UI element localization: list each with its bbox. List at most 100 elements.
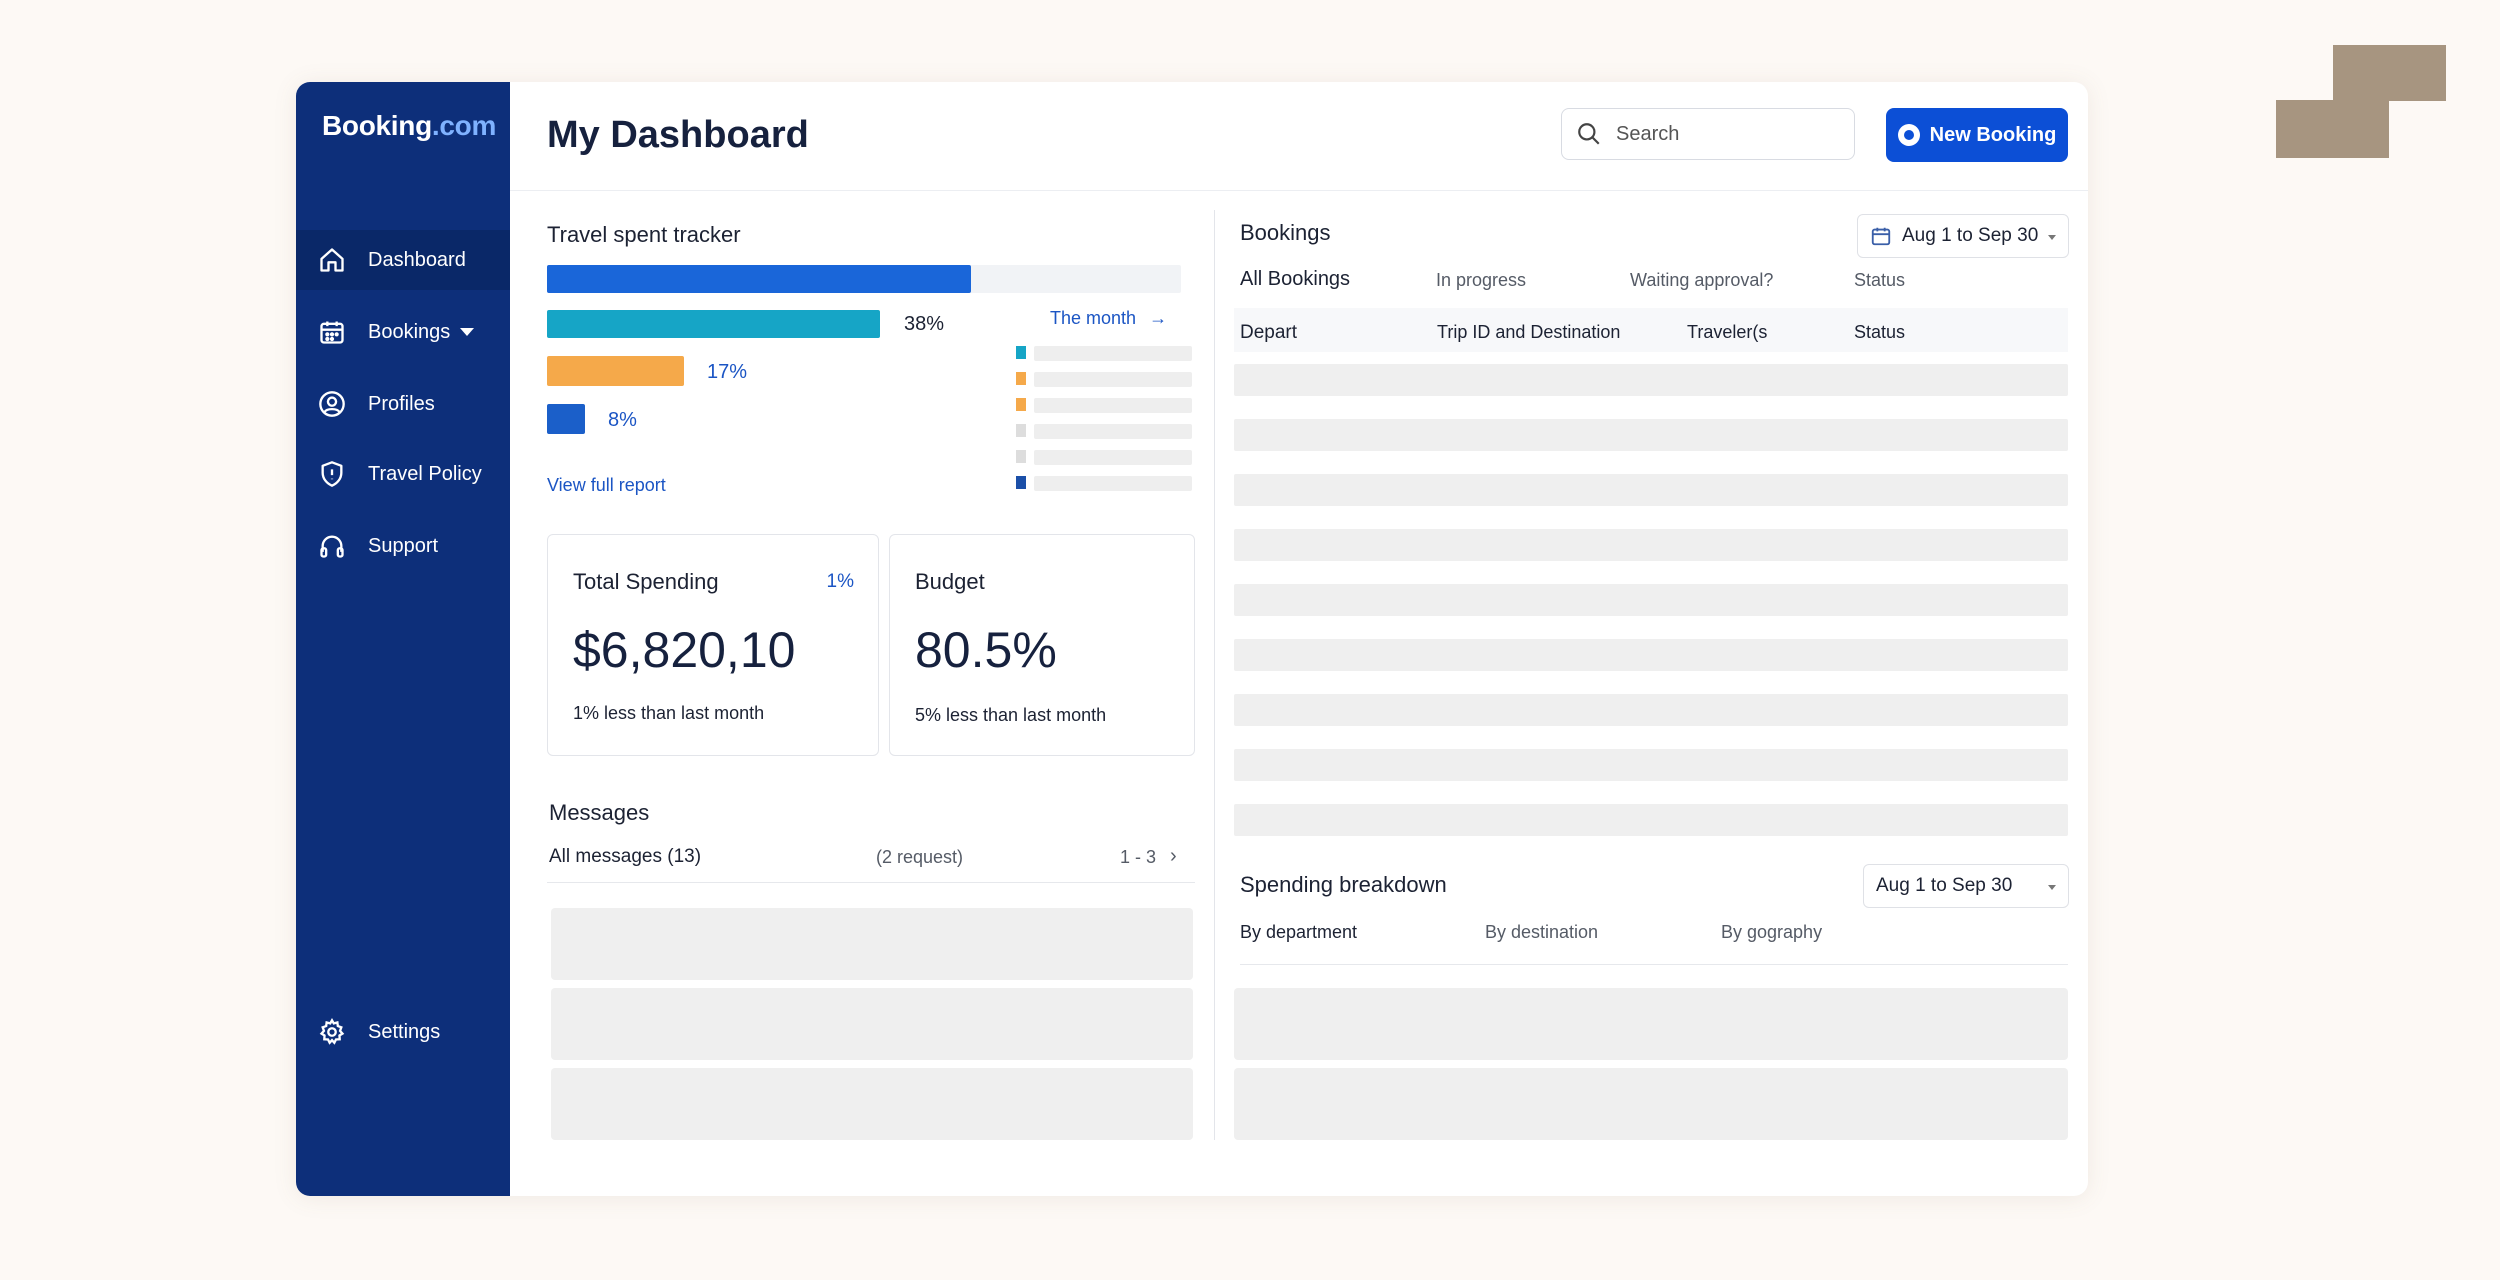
shield-icon bbox=[321, 461, 343, 487]
table-row[interactable] bbox=[1234, 639, 2068, 671]
column-header-travelers[interactable]: Traveler(s bbox=[1687, 322, 1768, 342]
tab-in-progress[interactable]: In progress bbox=[1436, 270, 1527, 290]
chevron-down-icon bbox=[2048, 235, 2056, 240]
table-row[interactable] bbox=[1234, 364, 2068, 396]
sidebar-item-profiles[interactable]: Profiles bbox=[296, 374, 510, 434]
tab-by-destination[interactable]: By destination bbox=[1485, 922, 1599, 942]
spending-breakdown-title: Spending breakdown bbox=[1240, 872, 1447, 897]
sidebar-item-label: Travel Policy bbox=[368, 462, 482, 485]
bookings-date-range-select[interactable]: Aug 1 to Sep 30 bbox=[1857, 214, 2069, 258]
calendar-icon bbox=[1871, 227, 1891, 246]
view-full-report-link[interactable]: View full report bbox=[547, 475, 666, 495]
tracker-bar-3 bbox=[547, 356, 684, 386]
column-divider bbox=[1214, 210, 1215, 1140]
tracker-bar-1 bbox=[547, 265, 971, 293]
total-spending-card: Total Spending 1% $6,820,10 1% less than… bbox=[547, 534, 879, 756]
total-spending-value: $6,820,10 bbox=[573, 622, 796, 678]
legend-swatch bbox=[1016, 476, 1026, 489]
table-row[interactable] bbox=[1234, 749, 2068, 781]
column-header-trip[interactable]: Trip ID and Destination bbox=[1437, 322, 1621, 342]
sidebar-item-dashboard[interactable]: Dashboard bbox=[296, 230, 510, 290]
gear-icon bbox=[319, 1018, 345, 1045]
total-spending-title: Total Spending bbox=[573, 569, 719, 594]
spending-placeholder bbox=[1234, 988, 2068, 1060]
sidebar-item-travel-policy[interactable]: Travel Policy bbox=[296, 444, 510, 504]
legend-line bbox=[1034, 346, 1192, 361]
legend-swatch bbox=[1016, 398, 1026, 411]
sidebar-item-label: Profiles bbox=[368, 392, 435, 415]
table-row[interactable] bbox=[1234, 584, 2068, 616]
bookings-date-range: Aug 1 to Sep 30 bbox=[1902, 225, 2039, 246]
tab-waiting-approval[interactable]: Waiting approval? bbox=[1630, 270, 1774, 290]
arrow-right-icon: → bbox=[1149, 308, 1168, 328]
dashboard-window: Booking.com Dashboard Bookings Profiles … bbox=[296, 82, 2088, 1196]
home-icon bbox=[320, 248, 344, 272]
sidebar: Booking.com Dashboard Bookings Profiles … bbox=[296, 82, 510, 1196]
page-title: My Dashboard bbox=[547, 114, 809, 156]
legend-swatch bbox=[1016, 346, 1026, 359]
tracker-bar-4 bbox=[547, 404, 585, 434]
chevron-down-icon[interactable] bbox=[460, 328, 475, 336]
search-input[interactable] bbox=[1616, 122, 1826, 146]
table-row[interactable] bbox=[1234, 529, 2068, 561]
sidebar-item-label: Support bbox=[368, 534, 439, 557]
budget-card: Budget 80.5% 5% less than last month bbox=[889, 534, 1195, 756]
table-row[interactable] bbox=[1234, 474, 2068, 506]
messages-divider bbox=[547, 882, 1195, 883]
messages-all-tab[interactable]: All messages (13) bbox=[549, 846, 702, 867]
table-row[interactable] bbox=[1234, 694, 2068, 726]
decor-block-top bbox=[2333, 45, 2446, 101]
column-header-depart[interactable]: Depart bbox=[1240, 322, 1298, 343]
messages-request-count: (2 request) bbox=[876, 847, 964, 867]
total-spending-sub: 1% less than last month bbox=[573, 703, 765, 723]
table-row[interactable] bbox=[1234, 804, 2068, 836]
column-header-status[interactable]: Status bbox=[1854, 322, 1906, 342]
message-placeholder bbox=[551, 988, 1193, 1060]
budget-value: 80.5% bbox=[915, 622, 1057, 678]
chevron-down-icon bbox=[2048, 885, 2056, 890]
tab-status[interactable]: Status bbox=[1854, 270, 1906, 290]
settings-label: Settings bbox=[368, 1020, 441, 1043]
sidebar-item-bookings[interactable]: Bookings bbox=[296, 302, 510, 362]
sidebar-item-support[interactable]: Support bbox=[296, 516, 510, 576]
bookings-title: Bookings bbox=[1240, 220, 1331, 245]
search-icon bbox=[1578, 123, 1600, 145]
new-booking-button[interactable]: New Booking bbox=[1886, 108, 2068, 162]
period-filter-link[interactable]: The month → bbox=[1050, 308, 1167, 329]
total-spending-badge: 1% bbox=[826, 571, 854, 592]
period-label: The month bbox=[1050, 308, 1137, 328]
chevron-right-icon[interactable]: › bbox=[1170, 845, 1177, 867]
legend-line bbox=[1034, 450, 1192, 465]
messages-title: Messages bbox=[549, 800, 650, 825]
tab-by-department[interactable]: By department bbox=[1240, 922, 1358, 942]
budget-sub: 5% less than last month bbox=[915, 705, 1107, 725]
spending-date-range: Aug 1 to Sep 30 bbox=[1876, 875, 2013, 896]
sidebar-item-label: Dashboard bbox=[368, 248, 466, 271]
decor-block-bottom bbox=[2276, 100, 2389, 158]
table-row[interactable] bbox=[1234, 419, 2068, 451]
plus-circle-icon bbox=[1897, 124, 1920, 146]
brand-logo[interactable]: Booking.com bbox=[322, 110, 497, 141]
search-box[interactable] bbox=[1561, 108, 1855, 160]
sidebar-item-settings[interactable]: Settings bbox=[296, 1002, 510, 1062]
legend-line bbox=[1034, 398, 1192, 413]
tab-all-bookings[interactable]: All Bookings bbox=[1240, 268, 1351, 290]
legend-swatch bbox=[1016, 372, 1026, 385]
tracker-bar-2-label: 38% bbox=[904, 313, 945, 335]
message-placeholder bbox=[551, 908, 1193, 980]
tracker-bar-2 bbox=[547, 310, 880, 338]
tracker-bar-3-label: 17% bbox=[707, 361, 748, 383]
bookings-table-header bbox=[1234, 308, 2068, 352]
legend-line bbox=[1034, 476, 1192, 491]
spending-placeholder bbox=[1234, 1068, 2068, 1140]
tracker-title: Travel spent tracker bbox=[547, 222, 741, 247]
tab-by-geography[interactable]: By gography bbox=[1721, 922, 1823, 942]
legend-line bbox=[1034, 424, 1192, 439]
sidebar-item-label: Bookings bbox=[368, 320, 451, 343]
messages-pagination: 1 - 3 bbox=[1120, 847, 1157, 867]
user-circle-icon bbox=[319, 391, 345, 417]
legend-line bbox=[1034, 372, 1192, 387]
new-booking-label: New Booking bbox=[1929, 123, 2057, 146]
spending-date-range-select[interactable]: Aug 1 to Sep 30 bbox=[1863, 864, 2069, 908]
budget-title: Budget bbox=[915, 569, 985, 594]
